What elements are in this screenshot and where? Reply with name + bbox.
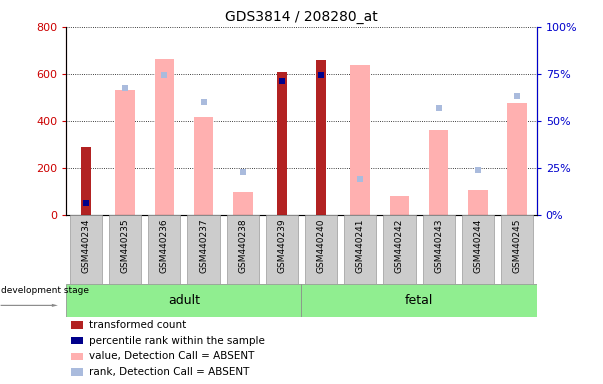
Bar	[115, 90, 135, 215]
Bar	[154, 59, 174, 215]
Bar	[423, 215, 455, 284]
Text: value, Detection Call = ABSENT: value, Detection Call = ABSENT	[89, 351, 254, 361]
Text: GSM440245: GSM440245	[513, 218, 522, 273]
Bar	[71, 337, 83, 344]
Bar	[302, 284, 537, 317]
Text: percentile rank within the sample: percentile rank within the sample	[89, 336, 265, 346]
Bar	[71, 353, 83, 360]
Text: fetal: fetal	[405, 294, 434, 307]
Text: GSM440236: GSM440236	[160, 218, 169, 273]
Bar	[305, 215, 337, 284]
Bar	[507, 103, 527, 215]
Text: GSM440242: GSM440242	[395, 218, 404, 273]
Bar	[188, 215, 219, 284]
Text: GSM440235: GSM440235	[121, 218, 130, 273]
Bar	[390, 196, 409, 215]
Bar	[316, 60, 326, 215]
Bar	[266, 215, 298, 284]
Text: GSM440234: GSM440234	[81, 218, 90, 273]
Bar	[81, 147, 91, 215]
Bar	[468, 190, 488, 215]
Bar	[227, 215, 259, 284]
Bar	[384, 215, 415, 284]
Text: GSM440239: GSM440239	[277, 218, 286, 273]
Text: transformed count: transformed count	[89, 320, 186, 330]
Text: GSM440240: GSM440240	[317, 218, 326, 273]
Bar	[429, 131, 449, 215]
Bar	[462, 215, 494, 284]
Bar	[501, 215, 533, 284]
Bar	[71, 368, 83, 376]
Text: adult: adult	[168, 294, 200, 307]
Text: GSM440241: GSM440241	[356, 218, 365, 273]
Text: GSM440238: GSM440238	[238, 218, 247, 273]
Bar	[344, 215, 376, 284]
Bar	[109, 215, 141, 284]
Bar	[233, 192, 253, 215]
Bar	[194, 118, 213, 215]
Text: GSM440237: GSM440237	[199, 218, 208, 273]
Text: GSM440243: GSM440243	[434, 218, 443, 273]
Text: GSM440244: GSM440244	[473, 218, 482, 273]
Bar	[148, 215, 180, 284]
Text: rank, Detection Call = ABSENT: rank, Detection Call = ABSENT	[89, 367, 249, 377]
Bar	[66, 284, 302, 317]
Bar	[70, 215, 102, 284]
Bar	[350, 65, 370, 215]
Title: GDS3814 / 208280_at: GDS3814 / 208280_at	[225, 10, 378, 25]
Bar	[71, 321, 83, 329]
Text: development stage: development stage	[1, 286, 89, 295]
Bar	[277, 71, 287, 215]
